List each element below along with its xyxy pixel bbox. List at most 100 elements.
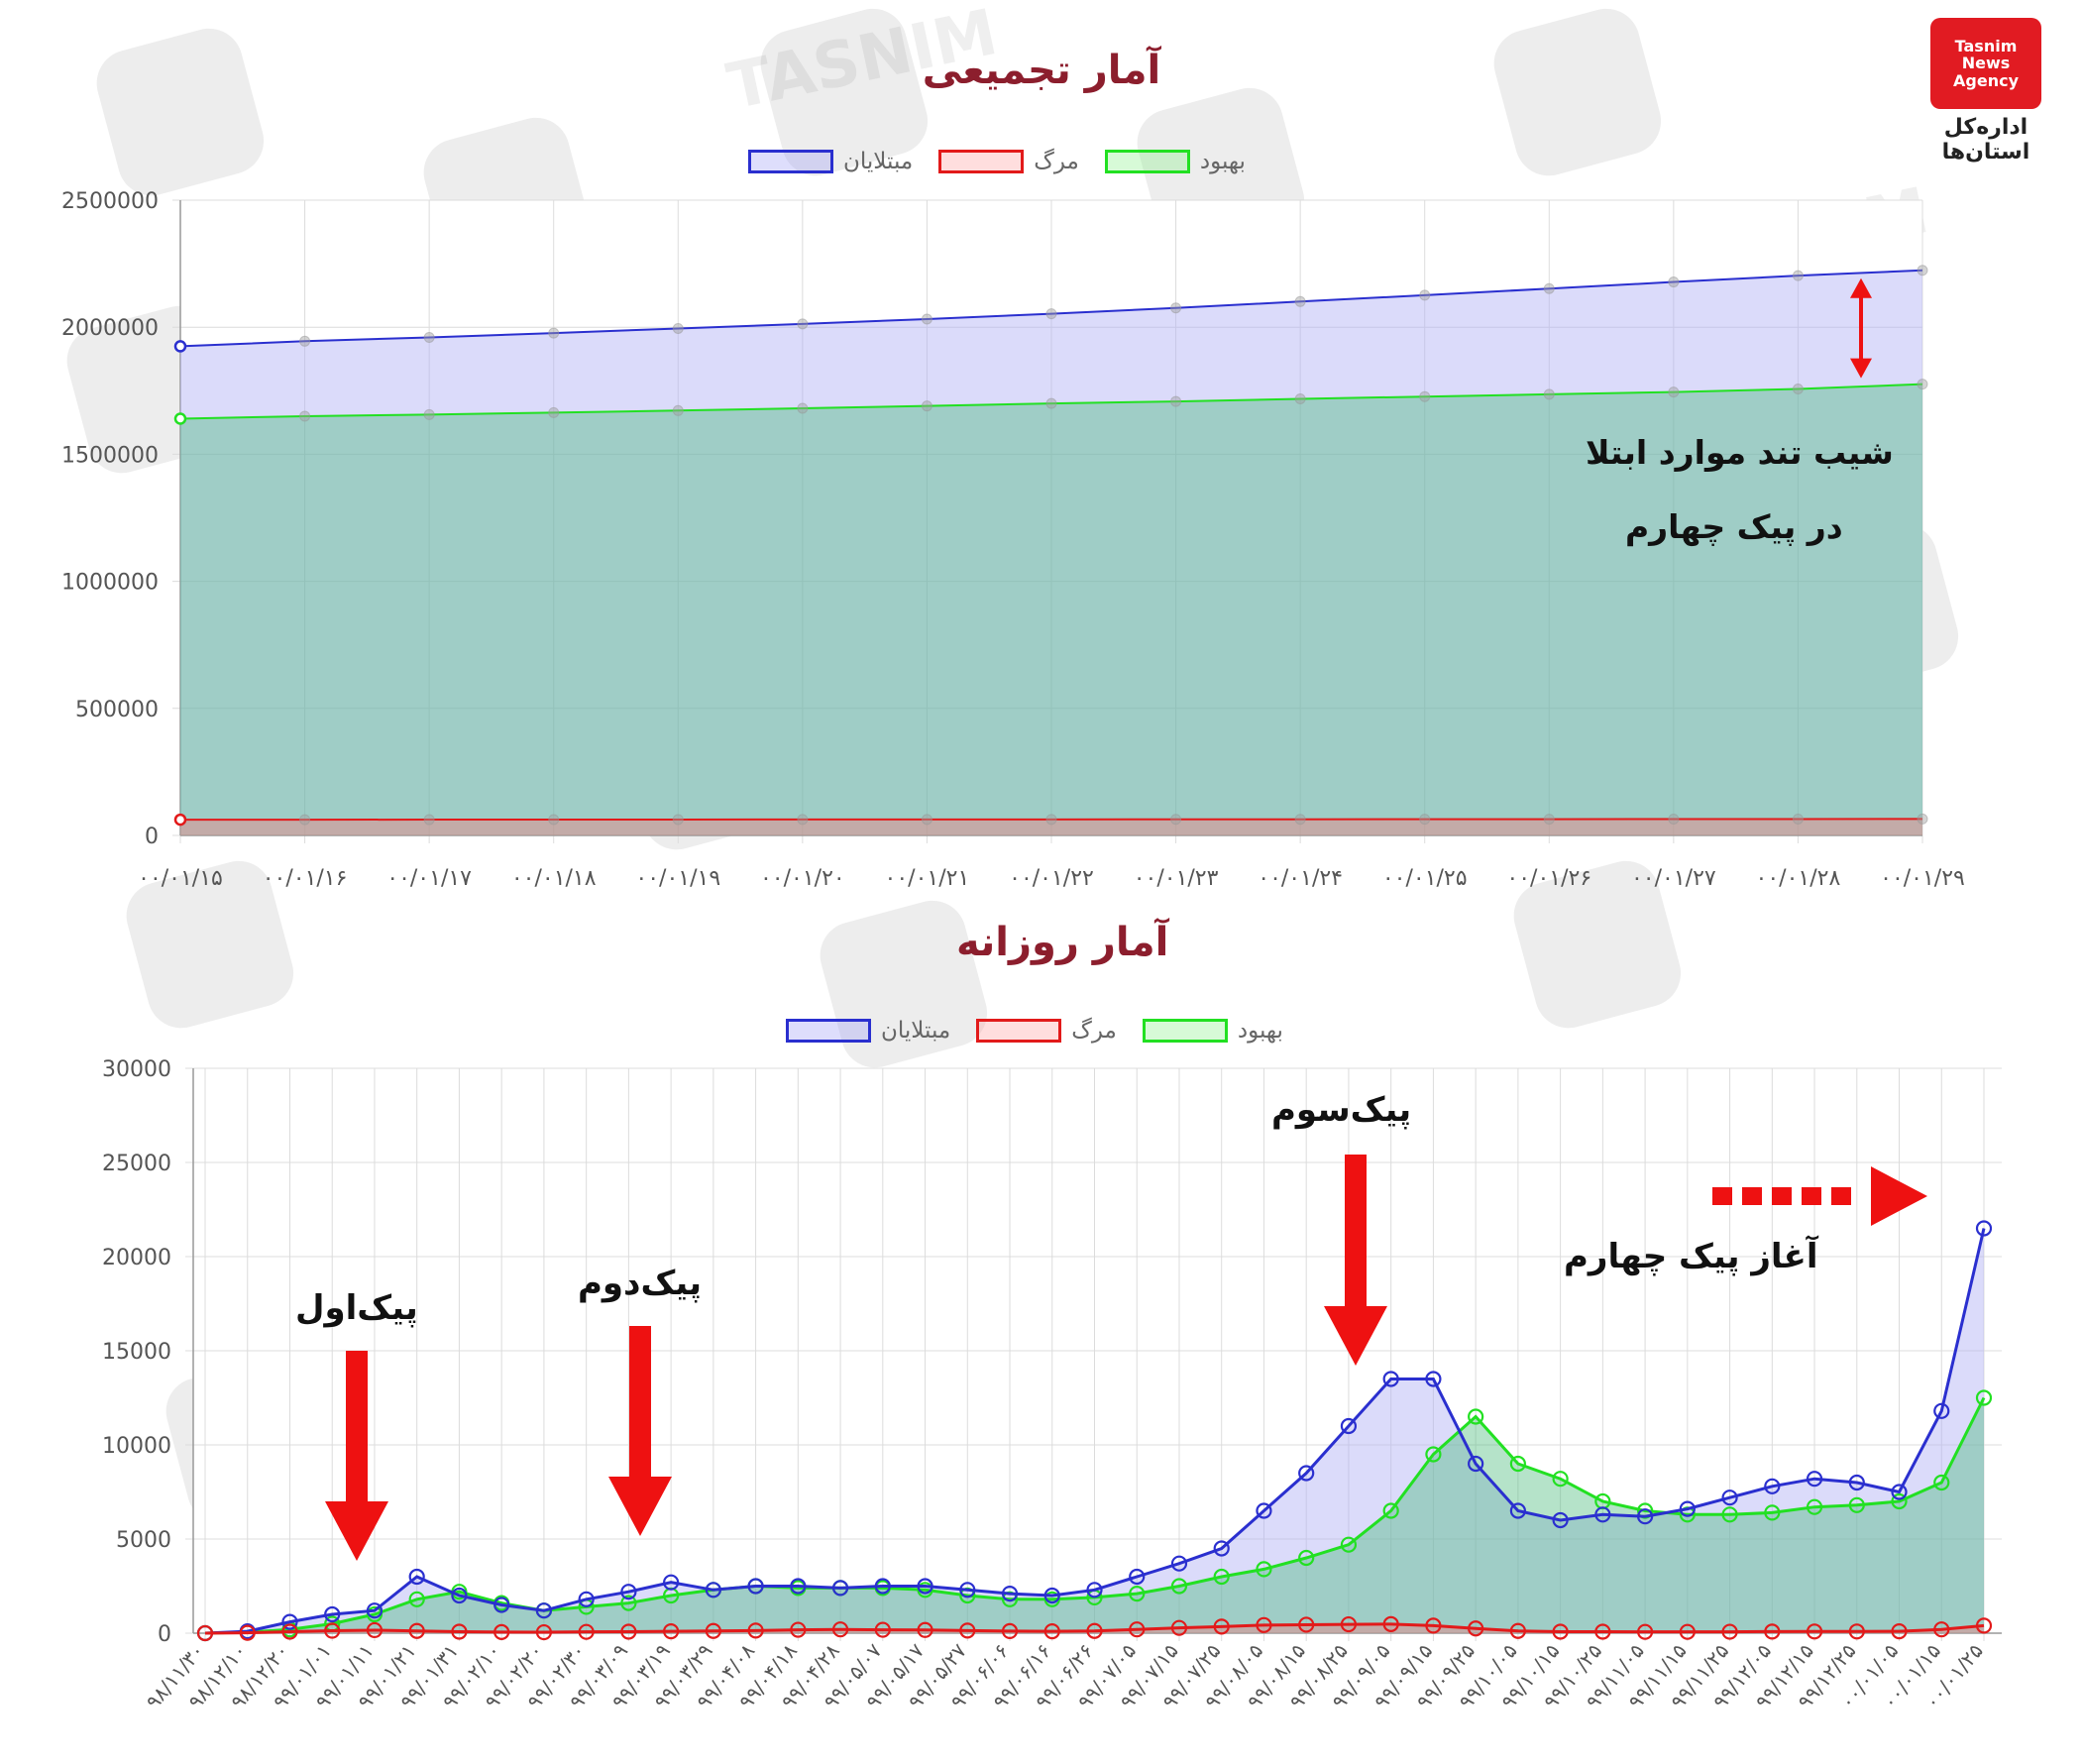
legend-item-infected[interactable]: مبتلایان: [786, 1018, 950, 1044]
infected-point[interactable]: [921, 313, 932, 325]
infected-point[interactable]: [663, 1574, 680, 1591]
death-point[interactable]: [1668, 814, 1680, 826]
recovered-point[interactable]: [1425, 1446, 1442, 1463]
death-point[interactable]: [1792, 813, 1804, 825]
death-point[interactable]: [1170, 814, 1182, 826]
infected-point[interactable]: [672, 322, 684, 334]
infected-point[interactable]: [831, 1580, 849, 1597]
death-point[interactable]: [1043, 1622, 1060, 1640]
recovered-point[interactable]: [797, 402, 809, 414]
recovered-point[interactable]: [1170, 1578, 1188, 1595]
infected-point[interactable]: [1891, 1484, 1908, 1500]
recovered-point[interactable]: [1975, 1389, 1993, 1406]
recovered-point[interactable]: [672, 404, 684, 416]
death-point[interactable]: [1933, 1621, 1950, 1638]
death-point[interactable]: [1419, 814, 1431, 826]
infected-point[interactable]: [1792, 270, 1804, 281]
infected-point[interactable]: [1129, 1568, 1146, 1586]
death-point[interactable]: [578, 1623, 595, 1640]
death-point[interactable]: [1001, 1622, 1019, 1640]
death-point[interactable]: [1086, 1622, 1103, 1639]
recovered-point[interactable]: [1721, 1506, 1738, 1523]
death-point[interactable]: [705, 1622, 721, 1639]
recovered-point[interactable]: [1382, 1502, 1399, 1519]
infected-point[interactable]: [1043, 1587, 1060, 1604]
death-point[interactable]: [874, 1621, 891, 1638]
recovered-point[interactable]: [1129, 1585, 1146, 1602]
infected-point[interactable]: [1001, 1585, 1019, 1602]
recovered-point[interactable]: [1468, 1408, 1484, 1425]
infected-point[interactable]: [408, 1568, 425, 1586]
death-point[interactable]: [790, 1621, 807, 1638]
infected-point[interactable]: [959, 1582, 976, 1599]
death-point[interactable]: [535, 1623, 553, 1641]
infected-point[interactable]: [747, 1578, 764, 1595]
recovered-point[interactable]: [1256, 1561, 1272, 1578]
infected-point[interactable]: [1636, 1508, 1654, 1525]
death-point[interactable]: [1382, 1615, 1399, 1632]
infected-point[interactable]: [705, 1582, 721, 1599]
recovered-point[interactable]: [1298, 1549, 1315, 1567]
legend-item-death[interactable]: مرگ: [976, 1018, 1117, 1044]
death-point[interactable]: [1340, 1615, 1358, 1633]
recovered-point[interactable]: [299, 410, 311, 422]
infected-point[interactable]: [1213, 1540, 1230, 1557]
recovered-point[interactable]: [1509, 1455, 1526, 1473]
recovered-point[interactable]: [1764, 1504, 1781, 1521]
legend-item-infected[interactable]: مبتلایان: [748, 149, 913, 174]
infected-point[interactable]: [1170, 302, 1182, 314]
infected-point[interactable]: [1933, 1402, 1950, 1419]
death-point[interactable]: [281, 1623, 298, 1640]
infected-point[interactable]: [1721, 1489, 1738, 1506]
death-point[interactable]: [1917, 813, 1928, 825]
death-point[interactable]: [1891, 1622, 1908, 1640]
death-point[interactable]: [1679, 1623, 1696, 1640]
death-point[interactable]: [299, 814, 311, 826]
death-point[interactable]: [1256, 1616, 1272, 1633]
infected-point[interactable]: [917, 1578, 933, 1595]
death-point[interactable]: [663, 1622, 680, 1640]
infected-point[interactable]: [790, 1578, 807, 1595]
recovered-point[interactable]: [423, 408, 435, 420]
death-point[interactable]: [423, 814, 435, 826]
recovered-point[interactable]: [1340, 1536, 1358, 1553]
recovered-point[interactable]: [1170, 395, 1182, 407]
death-point[interactable]: [1636, 1623, 1654, 1640]
death-point[interactable]: [1721, 1623, 1738, 1640]
infected-point[interactable]: [324, 1605, 341, 1623]
recovered-point[interactable]: [1933, 1474, 1950, 1491]
death-point[interactable]: [1552, 1623, 1569, 1640]
infected-point[interactable]: [874, 1578, 891, 1595]
death-point[interactable]: [1045, 814, 1057, 826]
death-point[interactable]: [408, 1622, 425, 1639]
recovered-point[interactable]: [1543, 388, 1555, 400]
infected-point[interactable]: [1552, 1511, 1569, 1529]
recovered-point[interactable]: [1792, 384, 1804, 395]
infected-point[interactable]: [1425, 1371, 1442, 1387]
recovered-point[interactable]: [1917, 379, 1928, 390]
infected-point[interactable]: [1086, 1582, 1103, 1599]
death-point[interactable]: [1543, 814, 1555, 826]
infected-point[interactable]: [1668, 276, 1680, 288]
infected-point[interactable]: [493, 1597, 510, 1613]
death-point[interactable]: [1425, 1617, 1442, 1634]
infected-point[interactable]: [1382, 1371, 1399, 1387]
death-point[interactable]: [173, 813, 187, 827]
death-point[interactable]: [1806, 1623, 1823, 1640]
infected-point[interactable]: [1917, 265, 1928, 276]
recovered-point[interactable]: [1668, 386, 1680, 398]
death-point[interactable]: [196, 1624, 214, 1642]
death-point[interactable]: [1764, 1623, 1781, 1640]
recovered-point[interactable]: [1213, 1568, 1230, 1586]
death-point[interactable]: [797, 814, 809, 826]
infected-point[interactable]: [1594, 1506, 1611, 1523]
death-point[interactable]: [239, 1624, 256, 1641]
death-point[interactable]: [1170, 1619, 1188, 1636]
death-point[interactable]: [1594, 1623, 1611, 1640]
infected-point[interactable]: [451, 1587, 468, 1604]
infected-point[interactable]: [578, 1591, 595, 1607]
death-point[interactable]: [548, 814, 560, 826]
infected-point[interactable]: [1543, 282, 1555, 294]
death-point[interactable]: [451, 1623, 468, 1640]
infected-point[interactable]: [1848, 1474, 1865, 1491]
